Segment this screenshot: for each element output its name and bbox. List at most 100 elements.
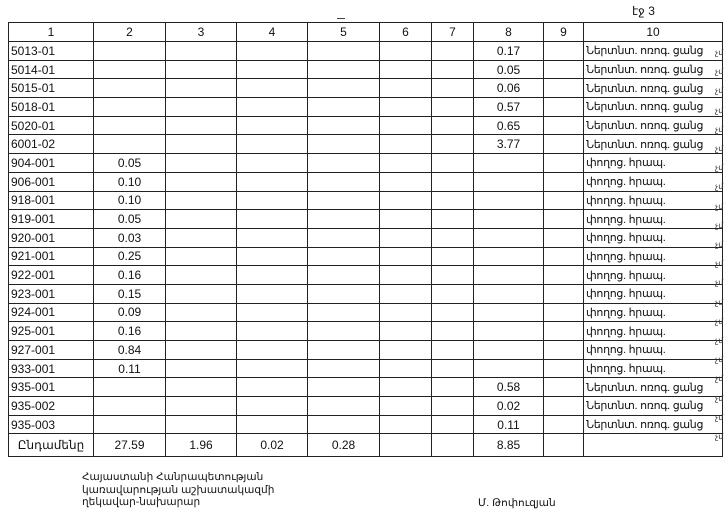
cell-c3 <box>165 321 237 341</box>
cell-c5 <box>307 340 380 360</box>
row-mark: չմ <box>715 182 724 192</box>
page-number: էջ 3 <box>632 4 655 18</box>
cell-c2: 0.05 <box>93 209 166 229</box>
cell-c4 <box>236 414 308 435</box>
cell-c4 <box>236 41 308 61</box>
cell-c5 <box>307 302 380 323</box>
signatory-title-line: ղեկավար-նախարար <box>82 496 201 508</box>
cell-c7 <box>431 59 474 80</box>
cell-c7 <box>431 265 474 285</box>
header-cell: 3 <box>165 22 237 42</box>
cell-c9 <box>543 41 584 61</box>
header-cell: 6 <box>379 22 432 42</box>
cell-c3 <box>165 115 237 136</box>
cell-c10: Ներտնտ. ոռոգ. ցանց <box>583 134 723 155</box>
cell-c9 <box>543 227 584 248</box>
cell-c6 <box>379 358 432 379</box>
cell-c8: 0.17 <box>473 41 544 61</box>
table-row: 5014-01 0.05 Ներտնտ. ոռոգ. ցանց <box>8 59 723 80</box>
cell-c10: փողոց. հրապ. <box>583 302 723 323</box>
cell-c9 <box>543 377 584 398</box>
table-row: 6001-02 3.77 Ներտնտ. ոռոգ. ցանց <box>8 134 723 155</box>
header-cell: 10 <box>583 22 723 42</box>
cell-c2: 0.15 <box>93 283 166 304</box>
cell-c6 <box>379 377 432 398</box>
cell-c8 <box>473 283 544 304</box>
cell-c5 <box>307 190 380 211</box>
cell-c2: 0.10 <box>93 171 166 192</box>
header-cell: 1 <box>8 22 94 42</box>
cell-c2 <box>93 41 166 61</box>
cell-c7 <box>431 190 474 211</box>
row-mark: չմ <box>715 144 724 153</box>
cell-c3 <box>165 283 237 304</box>
cell-c9 <box>543 153 584 173</box>
cell-c10: փողոց. հրապ. <box>583 171 723 192</box>
cell-c8 <box>473 321 544 341</box>
cell-c2: 0.11 <box>93 358 166 379</box>
row-mark: չմ <box>715 105 724 115</box>
cell-c6 <box>379 41 432 61</box>
cell-c4 <box>236 302 308 323</box>
table-row: 923-001 0.15 փողոց. հրապ. <box>8 283 723 304</box>
cell-c7 <box>431 115 474 136</box>
signatory-title-line: կառավարության աշխատակազմի <box>82 483 275 496</box>
cell-c9 <box>543 340 584 360</box>
table-row: 918-001 0.10 փողոց. հրապ. <box>8 190 723 211</box>
table-row: 935-001 0.58 Ներտնտ. ոռոգ. ցանց <box>8 377 723 398</box>
cell-c10: փողոց. հրապ. <box>583 209 723 229</box>
row-mark: չմ <box>715 86 724 96</box>
cell-c9 <box>543 171 584 192</box>
table-row: 906-001 0.10 փողոց. հրապ. <box>8 171 723 192</box>
table-row: 933-001 0.11 փողոց. հրապ. <box>8 358 723 379</box>
cell-c10: Ներտնտ. ոռոգ. ցանց <box>583 377 723 398</box>
cell-c7 <box>431 340 474 360</box>
cell-c7 <box>431 414 474 435</box>
cell-c2 <box>93 134 166 155</box>
cell-c10: Ներտնտ. ոռոգ. ցանց <box>583 78 723 99</box>
table-row: 904-001 0.05 փողոց. հրապ. <box>8 153 723 173</box>
cell-c3 <box>165 134 237 155</box>
cell-c4 <box>236 209 308 229</box>
cell-c6 <box>379 265 432 285</box>
cell-c2 <box>93 377 166 398</box>
row-code: 921-001 <box>8 246 94 267</box>
cell-c6 <box>379 59 432 80</box>
row-code: 933-001 <box>8 358 94 379</box>
row-code: 927-001 <box>8 340 94 360</box>
row-code: 925-001 <box>8 321 94 341</box>
cell-c7 <box>431 377 474 398</box>
cell-c8 <box>473 265 544 285</box>
cell-c2 <box>93 78 166 99</box>
signatory-title: Հայաստանի Հանրապետության կառավարության ա… <box>82 471 274 509</box>
cell-c5 <box>307 97 380 117</box>
cell-c8: 0.11 <box>473 414 544 435</box>
cell-c5 <box>307 227 380 248</box>
table-row: 922-001 0.16 փողոց. հրապ. <box>8 265 723 285</box>
cell-c8 <box>473 153 544 173</box>
cell-c9 <box>543 115 584 136</box>
cell-c4 <box>236 59 308 80</box>
row-mark: չմ <box>715 374 724 384</box>
cell-c3 <box>165 97 237 117</box>
cell-c10: Ներտնտ. ոռոգ. ցանց <box>583 59 723 80</box>
cell-c7 <box>431 246 474 267</box>
cell-c9 <box>543 59 584 80</box>
cell-c3 <box>165 153 237 173</box>
cell-c10: փողոց. հրապ. <box>583 358 723 379</box>
cell-c4 <box>236 265 308 285</box>
cell-c4 <box>236 227 308 248</box>
table-row: 5015-01 0.06 Ներտնտ. ոռոգ. ցանց <box>8 78 723 99</box>
cell-c7 <box>431 209 474 229</box>
cell-c4 <box>236 134 308 155</box>
table-row: 927-001 0.84 փողոց. հրապ. <box>8 340 723 360</box>
cell-c10: փողոց. հրապ. <box>583 153 723 173</box>
cell-c4 <box>236 78 308 99</box>
row-mark: չմ <box>715 393 724 403</box>
cell-c4 <box>236 190 308 211</box>
cell-c10: փողոց. հրապ. <box>583 283 723 304</box>
total-c7 <box>431 433 474 458</box>
cell-c10: փողոց. հրապ. <box>583 246 723 267</box>
cell-c8: 0.06 <box>473 78 544 99</box>
cell-c3 <box>165 171 237 192</box>
